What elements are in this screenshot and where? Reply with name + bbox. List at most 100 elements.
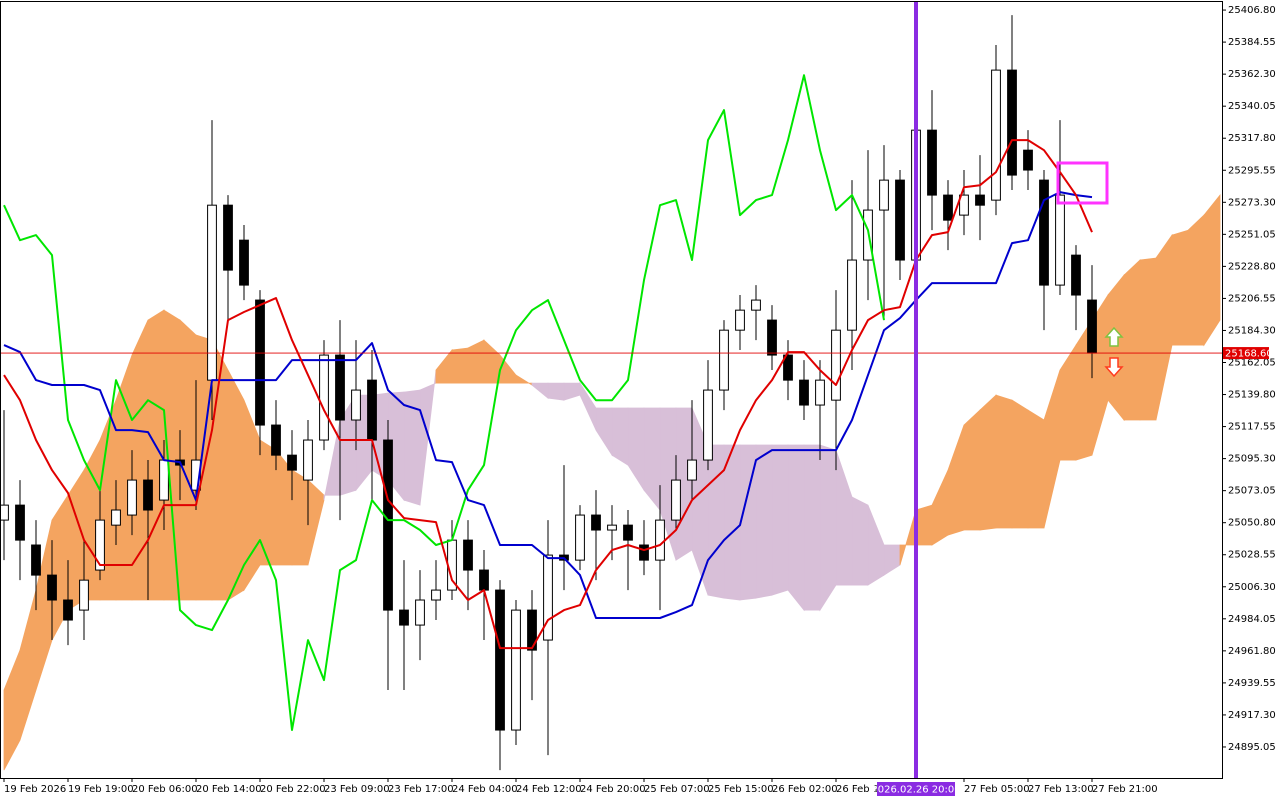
cloud-segment — [1187, 214, 1205, 346]
overlay-layer — [0, 2, 1222, 778]
cursor-label-box — [877, 782, 955, 796]
cloud-segment — [723, 444, 741, 601]
cloud-segment — [771, 444, 789, 596]
candle-body — [591, 514, 601, 531]
cloud-segment — [995, 394, 1013, 529]
y-tick-label: 25184.30 — [1228, 325, 1276, 336]
candle-layer — [0, 15, 1097, 771]
cloud-segment — [131, 319, 149, 601]
y-tick-label: 24984.05 — [1228, 614, 1276, 625]
candle-body — [271, 424, 281, 456]
candle-body — [623, 524, 633, 541]
indicator-line — [3, 191, 1093, 619]
cloud-segment — [1203, 193, 1221, 347]
candle-body — [0, 504, 9, 521]
candle-body — [959, 194, 969, 216]
y-tick-label: 24895.05 — [1228, 742, 1276, 753]
buy-arrow — [1104, 326, 1124, 347]
candle-body — [575, 514, 585, 561]
cloud-segment — [163, 309, 181, 601]
current-price-box — [1223, 347, 1269, 360]
y-tick-label: 25095.30 — [1228, 454, 1276, 465]
candle-body — [431, 589, 441, 601]
cloud-segment — [467, 339, 485, 384]
x-tick-label: 20 Feb 06:00 — [132, 784, 198, 795]
y-tick-label: 25050.80 — [1228, 518, 1276, 529]
candle-body — [607, 524, 617, 531]
cloud-segment — [227, 369, 245, 601]
x-tick-label: 25 Feb 15:00 — [708, 784, 774, 795]
y-tick-label: 25117.55 — [1228, 422, 1276, 433]
plot-frame — [0, 1, 1223, 779]
candle-body — [751, 299, 761, 311]
cloud-segment — [547, 382, 565, 401]
candle-body — [287, 454, 297, 471]
y-tick-label: 25406.80 — [1228, 5, 1276, 16]
candle-body — [95, 519, 105, 571]
candle-body — [671, 479, 681, 521]
candle-body — [543, 554, 553, 641]
x-tick-label: 19 Feb 19:00 — [68, 784, 134, 795]
cloud-segment — [851, 496, 869, 586]
candle-body — [159, 459, 169, 501]
x-tick-label: 24 Feb 12:00 — [516, 784, 582, 795]
y-tick-label: 25162.05 — [1228, 357, 1276, 368]
y-tick-label: 25362.30 — [1228, 69, 1276, 80]
highlight-box — [1056, 161, 1109, 205]
x-tick-label: 23 Feb 17:00 — [388, 784, 454, 795]
candle-body — [47, 574, 57, 601]
candle-body — [351, 389, 361, 421]
x-tick-label: 27 Feb 05:00 — [964, 784, 1030, 795]
cloud-segment — [755, 444, 773, 599]
candle-body — [527, 609, 537, 651]
y-tick-label: 25228.80 — [1228, 261, 1276, 272]
x-tick-label: 20 Feb 14:00 — [196, 784, 262, 795]
y-tick-label: 25028.55 — [1228, 550, 1276, 561]
y-tick-label: 24939.55 — [1228, 678, 1276, 689]
x-tick-label: 26 Feb 10:00 — [836, 784, 902, 795]
candle-body — [767, 319, 777, 356]
cloud-segment — [1171, 229, 1189, 346]
candle-body — [1071, 254, 1081, 296]
candle-body — [383, 439, 393, 611]
axis-layer: 25406.80 25384.55 25362.30 25340.05 25317.80… — [3, 5, 1276, 796]
candle-body — [991, 69, 1001, 201]
candle-body — [335, 354, 345, 421]
candle-body — [463, 539, 473, 571]
y-tick-label: 25384.55 — [1228, 37, 1276, 48]
candle-body — [511, 609, 521, 731]
candle-body — [223, 204, 233, 271]
candle-body — [831, 329, 841, 401]
candle-body — [927, 129, 937, 196]
cloud-segment — [707, 444, 725, 599]
cloud-layer — [3, 193, 1221, 771]
candle-body — [1007, 69, 1017, 176]
y-tick-label: 25139.80 — [1228, 390, 1276, 401]
y-tick-label: 25006.30 — [1228, 582, 1276, 593]
candle-body — [655, 519, 665, 561]
candle-body — [687, 459, 697, 481]
x-tick-label: 24 Feb 20:00 — [580, 784, 646, 795]
cloud-segment — [803, 444, 821, 611]
cloud-segment — [819, 444, 837, 612]
cloud-segment — [1027, 409, 1045, 529]
y-tick-label: 25273.30 — [1228, 197, 1276, 208]
candle-body — [975, 194, 985, 206]
x-tick-label: 24 Feb 04:00 — [452, 784, 518, 795]
candle-body — [479, 569, 489, 591]
candle-body — [255, 299, 265, 426]
cloud-segment — [611, 407, 629, 466]
candle-body — [783, 354, 793, 381]
candle-body — [1055, 194, 1065, 286]
candle-body — [799, 379, 809, 406]
candle-body — [239, 239, 249, 286]
y-tick-label: 25206.55 — [1228, 293, 1276, 304]
candle-body — [703, 389, 713, 461]
candle-body — [111, 509, 121, 526]
candle-body — [735, 309, 745, 331]
x-tick-label: 20 Feb 22:00 — [260, 784, 326, 795]
y-tick-label: 24917.30 — [1228, 710, 1276, 721]
candle-body — [207, 204, 217, 381]
